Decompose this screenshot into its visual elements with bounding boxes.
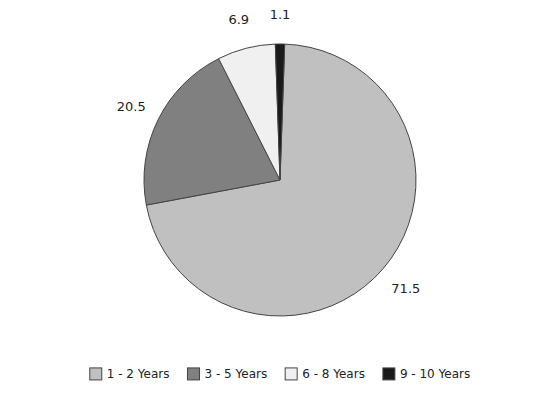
- data-label: 20.5: [117, 99, 146, 114]
- legend-swatch: [90, 368, 102, 380]
- data-labels: 71.5 20.5 6.9 1.1: [117, 7, 421, 296]
- legend-item: 9 - 10 Years: [383, 367, 470, 381]
- legend-label: 9 - 10 Years: [400, 367, 470, 381]
- chart: 71.5 20.5 6.9 1.1 1 - 2 Years 3 - 5 Years 6 - …: [0, 0, 560, 404]
- legend-swatch: [187, 368, 199, 380]
- legend-label: 6 - 8 Years: [302, 367, 365, 381]
- data-label: 6.9: [228, 12, 249, 27]
- data-label: 71.5: [391, 281, 420, 296]
- legend: 1 - 2 Years 3 - 5 Years 6 - 8 Years 9 - 10 …: [90, 367, 470, 381]
- legend-swatch: [383, 368, 395, 380]
- pie-slice: [275, 44, 284, 180]
- legend-label: 3 - 5 Years: [204, 367, 267, 381]
- pie-slice: [219, 44, 280, 180]
- legend-item: 1 - 2 Years: [90, 367, 170, 381]
- legend-swatch: [285, 368, 297, 380]
- legend-label: 1 - 2 Years: [107, 367, 170, 381]
- pie: [144, 44, 416, 316]
- legend-item: 6 - 8 Years: [285, 367, 365, 381]
- data-label: 1.1: [270, 7, 291, 22]
- legend-item: 3 - 5 Years: [187, 367, 267, 381]
